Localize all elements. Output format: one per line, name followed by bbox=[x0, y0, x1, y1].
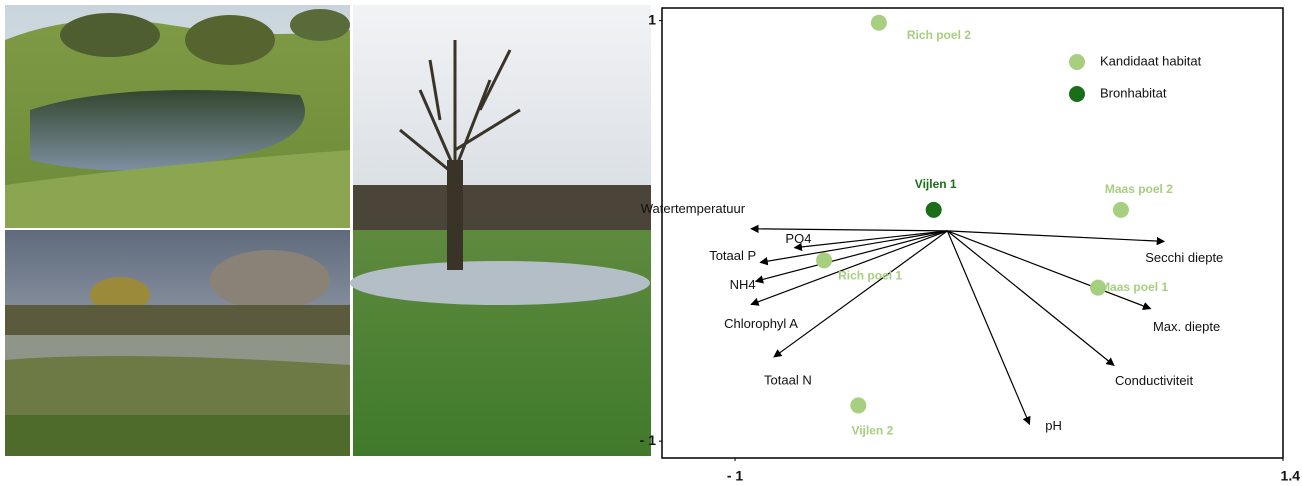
sample-label: Maas poel 1 bbox=[1100, 280, 1168, 294]
vector-arrow bbox=[947, 231, 1164, 242]
vector-label: pH bbox=[1045, 418, 1062, 433]
legend-label: Bronhabitat bbox=[1100, 85, 1167, 100]
vector-arrow bbox=[947, 231, 1150, 309]
y-tick-label: - 1 bbox=[640, 432, 657, 448]
sample-label: Rich poel 2 bbox=[907, 28, 971, 42]
vector-label: Watertemperatuur bbox=[641, 201, 746, 216]
vector-label: PO4 bbox=[785, 231, 811, 246]
sample-point bbox=[850, 397, 866, 413]
sample-point bbox=[816, 252, 832, 268]
vector-label: Max. diepte bbox=[1153, 319, 1220, 334]
sample-label: Vijlen 2 bbox=[851, 424, 893, 438]
vector-arrow bbox=[947, 231, 1029, 424]
legend-marker bbox=[1069, 86, 1085, 102]
vector-label: Secchi diepte bbox=[1145, 250, 1223, 265]
plot-frame bbox=[662, 8, 1283, 458]
legend-marker bbox=[1069, 54, 1085, 70]
vector-label: Totaal P bbox=[709, 248, 756, 263]
vector-arrow bbox=[774, 231, 948, 357]
sample-point bbox=[926, 202, 942, 218]
vector-label: Totaal N bbox=[764, 373, 812, 388]
sample-point bbox=[1113, 202, 1129, 218]
figure: - 1 1 - 1 1.4 Watertemperatuur PO4 Totaal P NH4… bbox=[0, 0, 1302, 486]
sample-label: Vijlen 1 bbox=[915, 177, 957, 191]
legend-label: Kandidaat habitat bbox=[1100, 53, 1202, 68]
x-tick-label: 1.4 bbox=[1281, 468, 1301, 484]
page: {"chart_data": {"type": "biplot", "xlim"… bbox=[0, 0, 1302, 486]
vector-arrow bbox=[947, 231, 1114, 366]
photo-pond-2 bbox=[5, 230, 350, 456]
photo-pond-1 bbox=[5, 5, 350, 228]
vector-label: Conductiviteit bbox=[1115, 373, 1193, 388]
sample-label: Rich poel 1 bbox=[838, 269, 902, 283]
sample-label: Maas poel 2 bbox=[1105, 182, 1173, 196]
vector-label: Chlorophyl A bbox=[724, 316, 798, 331]
vector-arrow bbox=[751, 229, 947, 231]
sample-point bbox=[871, 15, 887, 31]
y-tick-label: 1 bbox=[648, 11, 656, 27]
photo-tree bbox=[350, 5, 651, 456]
x-tick-label: - 1 bbox=[727, 468, 744, 484]
vector-label: NH4 bbox=[730, 277, 756, 292]
